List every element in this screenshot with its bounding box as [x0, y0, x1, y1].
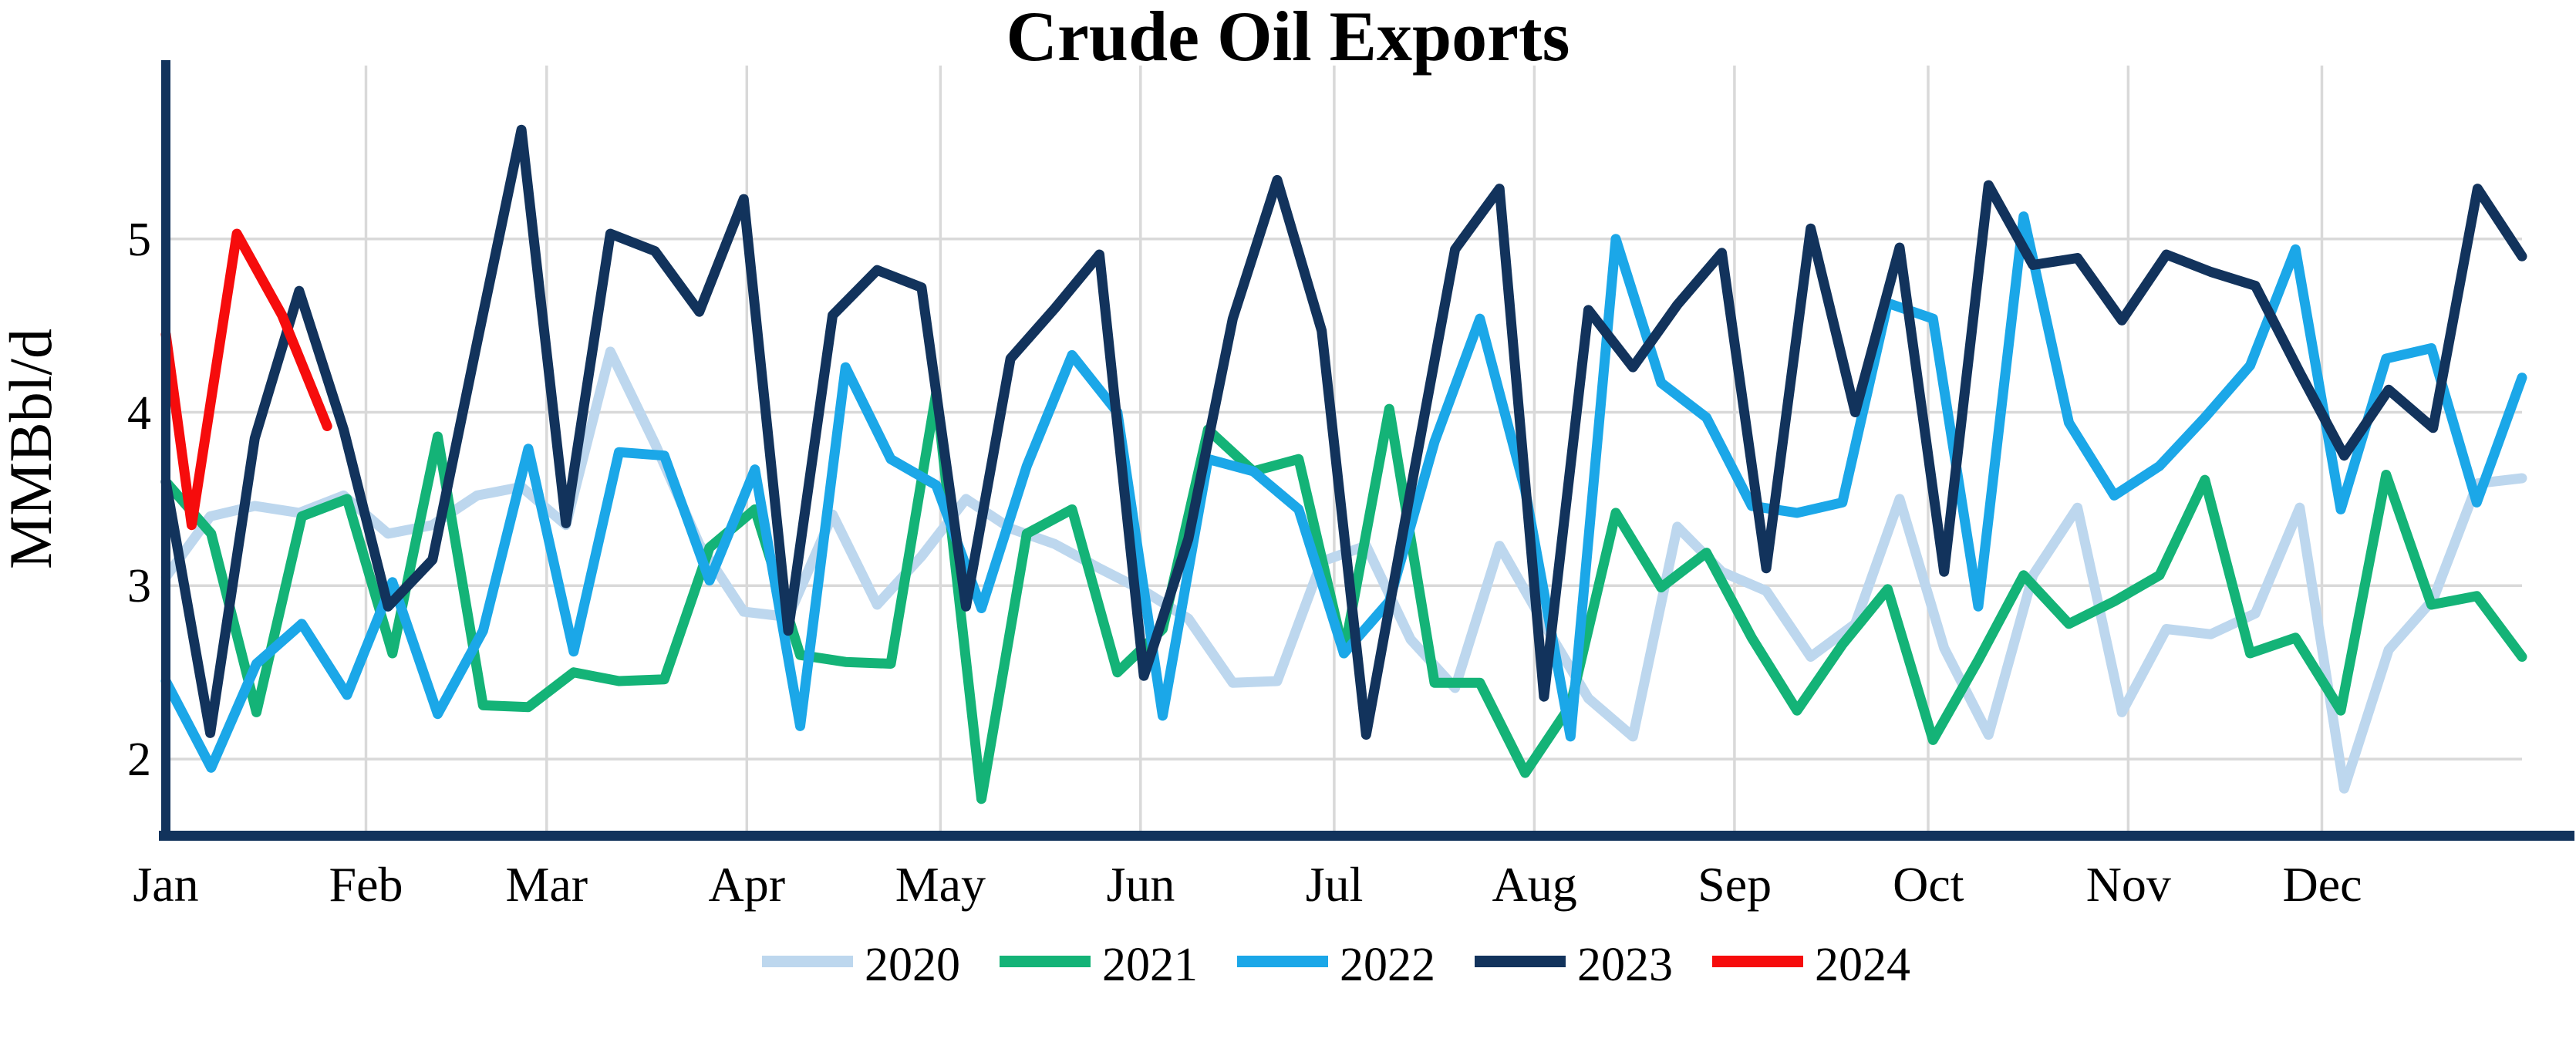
- y-tick-labels: 2 3 4 5: [127, 214, 151, 786]
- chart-title: Crude Oil Exports: [1006, 0, 1570, 76]
- legend-swatch-2020: [762, 956, 853, 967]
- legend-label-2020: 2020: [865, 939, 960, 991]
- x-tick-label-dec: Dec: [2282, 857, 2362, 912]
- series-lines-group: [160, 124, 2527, 804]
- series-line-2024: [160, 228, 332, 531]
- legend-item-2022: 2022: [1237, 939, 1435, 991]
- y-tick-label-2: 2: [127, 734, 151, 786]
- legend-label-2021: 2021: [1102, 939, 1198, 991]
- legend-label-2024: 2024: [1815, 939, 1910, 991]
- y-tick-label-4: 4: [127, 387, 151, 440]
- y-axis-line: [161, 60, 170, 841]
- x-tick-label-may: May: [895, 857, 986, 912]
- x-tick-label-sep: Sep: [1698, 857, 1772, 912]
- legend-label-2022: 2022: [1340, 939, 1435, 991]
- x-tick-label-oct: Oct: [1893, 857, 1964, 912]
- legend-item-2021: 2021: [1000, 939, 1198, 991]
- x-tick-label-feb: Feb: [329, 857, 403, 912]
- y-tick-label-5: 5: [127, 214, 151, 266]
- y-axis-label: MMBbl/d: [0, 329, 64, 569]
- legend-swatch-2022: [1237, 956, 1328, 967]
- x-tick-label-nov: Nov: [2086, 857, 2171, 912]
- x-tick-labels: Jan Feb Mar Apr May Jun Jul Aug Sep Oct …: [133, 857, 2362, 912]
- legend-swatch-2024: [1712, 956, 1803, 967]
- y-tick-label-3: 3: [127, 560, 151, 612]
- x-tick-label-mar: Mar: [505, 857, 588, 912]
- legend-swatch-2021: [1000, 956, 1091, 967]
- x-tick-label-jul: Jul: [1306, 857, 1364, 912]
- series-line-2023: [160, 124, 2527, 740]
- legend-item-2024: 2024: [1712, 939, 1910, 991]
- series-line-2022: [160, 211, 2527, 773]
- legend-label-2023: 2023: [1577, 939, 1673, 991]
- x-tick-label-aug: Aug: [1492, 857, 1576, 912]
- legend-item-2020: 2020: [762, 939, 960, 991]
- legend: 2020 2021 2022 2023 2024: [762, 939, 1910, 991]
- x-tick-label-jun: Jun: [1106, 857, 1175, 912]
- x-tick-label-apr: Apr: [709, 857, 786, 912]
- x-tick-label-jan: Jan: [133, 857, 198, 912]
- gridlines-group: [166, 66, 2522, 831]
- legend-swatch-2023: [1475, 956, 1566, 967]
- legend-item-2023: 2023: [1475, 939, 1673, 991]
- x-axis-line: [159, 831, 2574, 841]
- axes-group: [159, 60, 2574, 841]
